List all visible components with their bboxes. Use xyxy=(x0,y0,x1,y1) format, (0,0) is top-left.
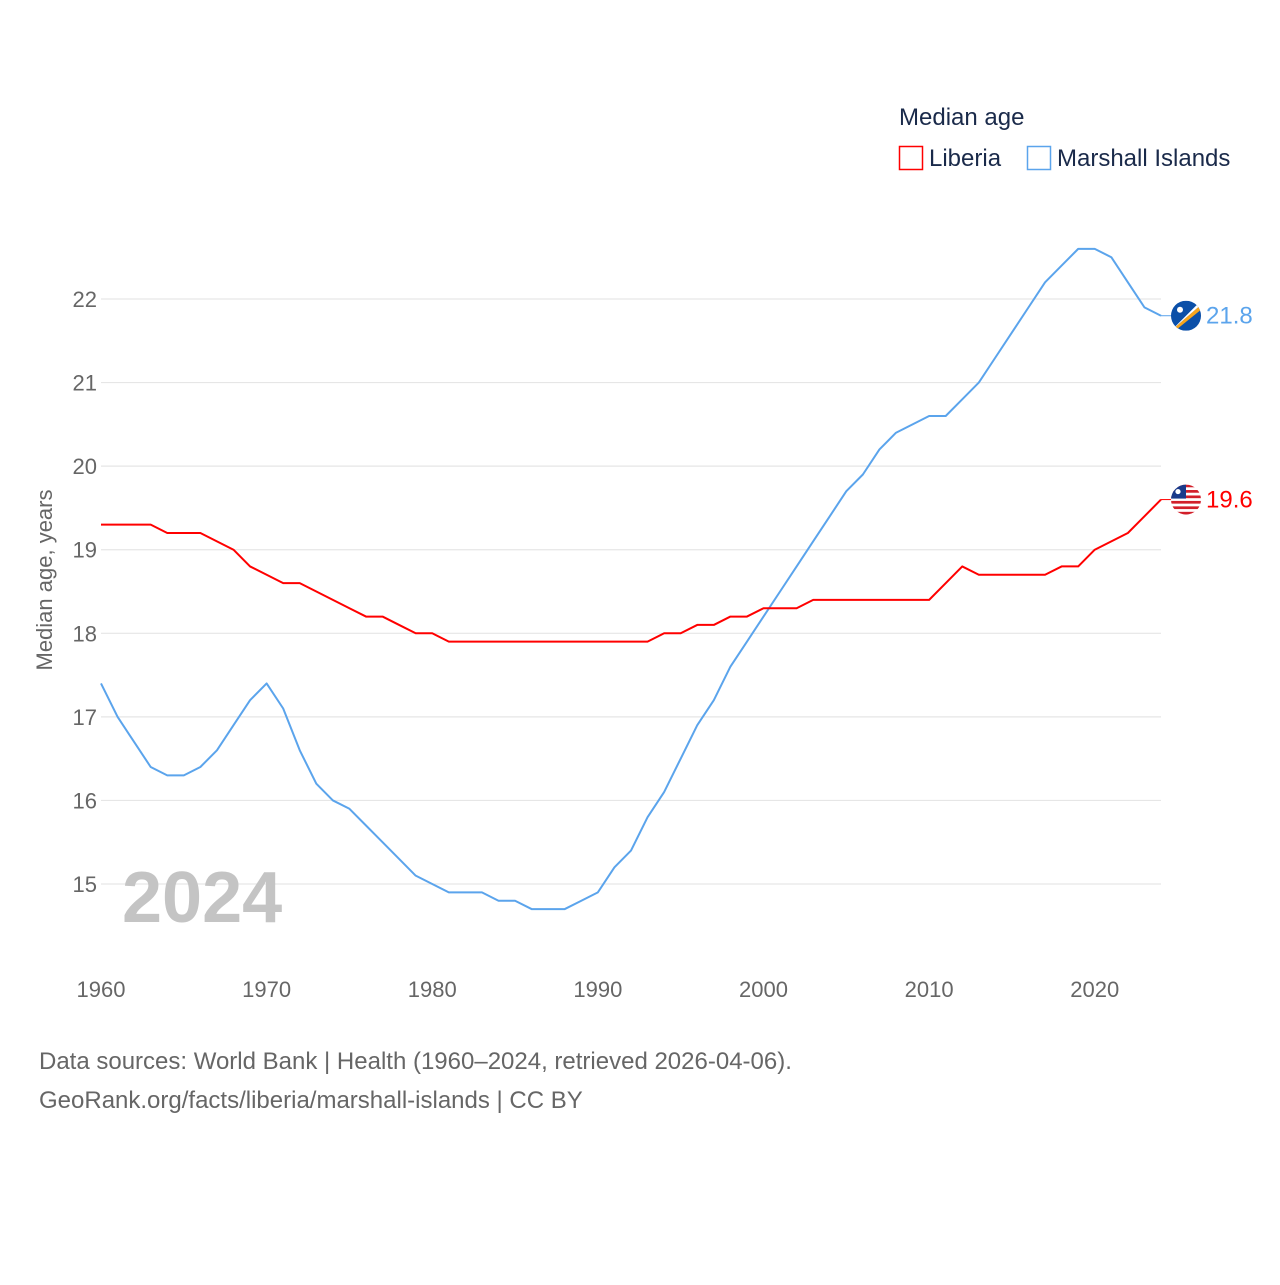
x-tick-label: 2000 xyxy=(739,977,788,1002)
x-tick-label: 2020 xyxy=(1070,977,1119,1002)
series-line-marshall-islands xyxy=(100,247,1162,911)
y-tick-label: 15 xyxy=(73,872,97,897)
y-tick-label: 17 xyxy=(73,705,97,730)
footer-link[interactable]: GeoRank.org/facts/liberia/marshall-islan… xyxy=(39,1087,583,1114)
liberia-flag-icon xyxy=(1171,484,1201,515)
x-tick-label: 1970 xyxy=(242,977,291,1002)
y-tick-label: 18 xyxy=(73,621,97,646)
year-overlay: 2024 xyxy=(122,858,282,938)
end-value-label: 19.6 xyxy=(1206,487,1253,514)
legend-item-liberia[interactable]: Liberia xyxy=(898,145,1002,172)
y-tick-label: 22 xyxy=(73,287,97,312)
series-line-liberia xyxy=(101,498,1162,643)
y-axis-label: Median age, years xyxy=(32,490,57,671)
series-end-labels: 19.6 21.8 xyxy=(1161,300,1253,515)
x-tick-label: 1960 xyxy=(77,977,126,1002)
x-axis-ticks: 1960 1970 1980 1990 2000 2010 2020 xyxy=(77,977,1120,1002)
legend-label-liberia: Liberia xyxy=(929,145,1002,172)
marshall-islands-flag-icon xyxy=(1171,300,1201,331)
y-tick-label: 21 xyxy=(73,371,97,396)
footer-source: Data sources: World Bank | Health (1960–… xyxy=(39,1048,792,1075)
y-tick-label: 20 xyxy=(73,454,97,479)
legend-item-marshall-islands[interactable]: Marshall Islands xyxy=(1026,145,1231,172)
x-tick-label: 1980 xyxy=(408,977,457,1002)
y-axis-ticks: 15 16 17 18 19 20 21 22 xyxy=(73,287,97,897)
y-tick-label: 19 xyxy=(73,538,97,563)
series-lines xyxy=(100,247,1162,911)
y-tick-label: 16 xyxy=(73,788,97,813)
x-tick-label: 2010 xyxy=(905,977,954,1002)
legend-swatch-liberia xyxy=(898,145,924,171)
x-tick-label: 1990 xyxy=(573,977,622,1002)
gridlines xyxy=(101,298,1161,885)
legend-label-marshall-islands: Marshall Islands xyxy=(1057,145,1230,172)
end-value-label: 21.8 xyxy=(1206,303,1253,330)
legend-swatch-marshall-islands xyxy=(1026,145,1052,171)
legend-title: Median age xyxy=(899,104,1024,131)
legend: Median age Liberia Marshall Islands xyxy=(898,104,1231,172)
